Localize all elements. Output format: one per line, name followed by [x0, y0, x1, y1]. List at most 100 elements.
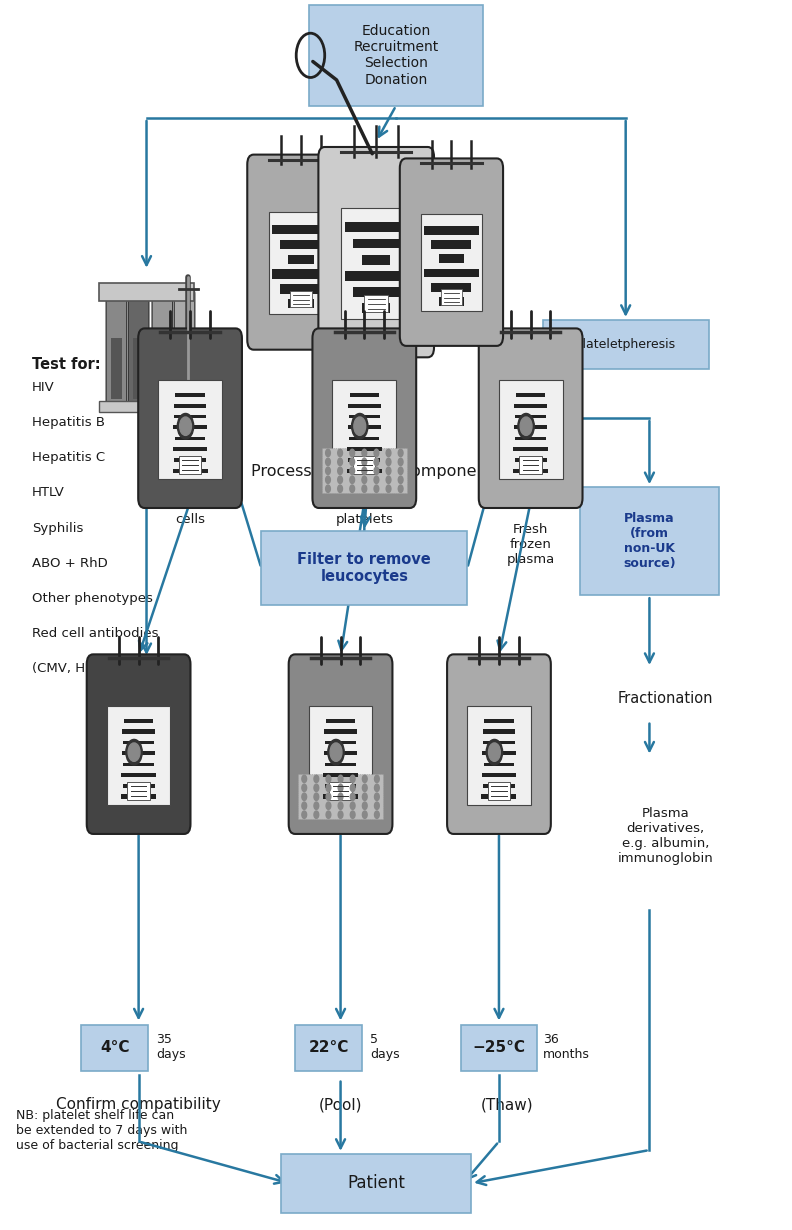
- Bar: [514, 426, 547, 429]
- Bar: [325, 740, 356, 744]
- Bar: [439, 298, 464, 306]
- Bar: [288, 299, 314, 309]
- Bar: [324, 752, 357, 755]
- Bar: [515, 415, 546, 418]
- FancyBboxPatch shape: [447, 654, 550, 834]
- Circle shape: [363, 811, 367, 818]
- FancyBboxPatch shape: [86, 654, 190, 834]
- Circle shape: [398, 485, 403, 492]
- Bar: [432, 240, 471, 248]
- Bar: [516, 437, 546, 440]
- FancyBboxPatch shape: [106, 289, 127, 410]
- Text: Test for:: Test for:: [32, 357, 101, 371]
- Text: 4°C: 4°C: [100, 1041, 130, 1055]
- Bar: [174, 458, 206, 462]
- Bar: [99, 283, 194, 301]
- Circle shape: [363, 785, 367, 792]
- Text: Patient: Patient: [347, 1175, 406, 1192]
- Text: Hepatitis C: Hepatitis C: [32, 451, 105, 465]
- Circle shape: [362, 467, 367, 475]
- Bar: [424, 268, 479, 278]
- Circle shape: [375, 802, 379, 809]
- Circle shape: [338, 775, 343, 782]
- FancyBboxPatch shape: [295, 1025, 363, 1071]
- Circle shape: [398, 467, 403, 475]
- Bar: [323, 795, 358, 800]
- FancyBboxPatch shape: [281, 1154, 471, 1213]
- Text: Plasma
(from
non-UK
source): Plasma (from non-UK source): [623, 512, 676, 571]
- Circle shape: [180, 417, 192, 435]
- Circle shape: [337, 485, 342, 492]
- Circle shape: [374, 449, 379, 456]
- Bar: [432, 283, 471, 292]
- Bar: [173, 469, 208, 474]
- Circle shape: [375, 775, 379, 782]
- Circle shape: [326, 459, 330, 466]
- Text: Confirm compatibility: Confirm compatibility: [56, 1097, 221, 1112]
- Circle shape: [362, 476, 367, 483]
- Circle shape: [177, 413, 194, 439]
- FancyBboxPatch shape: [128, 289, 149, 410]
- Text: Fractionation: Fractionation: [618, 691, 713, 706]
- Bar: [482, 795, 516, 800]
- Circle shape: [314, 811, 318, 818]
- Bar: [513, 446, 548, 451]
- Bar: [121, 772, 156, 777]
- Circle shape: [326, 785, 331, 792]
- Text: 36
months: 36 months: [543, 1033, 590, 1061]
- Bar: [158, 380, 222, 478]
- Circle shape: [330, 743, 342, 761]
- Text: Red
cells: Red cells: [175, 498, 205, 526]
- Circle shape: [302, 811, 307, 818]
- Circle shape: [326, 476, 330, 483]
- Bar: [280, 284, 322, 294]
- Text: Plateletpheresis: Plateletpheresis: [576, 338, 676, 351]
- Text: Fresh
frozen
plasma: Fresh frozen plasma: [507, 523, 554, 566]
- Bar: [268, 212, 333, 314]
- FancyBboxPatch shape: [318, 148, 434, 358]
- Bar: [111, 338, 122, 399]
- Circle shape: [338, 811, 343, 818]
- Bar: [326, 763, 356, 766]
- Circle shape: [362, 449, 367, 456]
- Bar: [513, 469, 548, 474]
- Bar: [484, 720, 514, 723]
- Bar: [133, 338, 144, 399]
- Bar: [298, 775, 383, 819]
- Text: Hepatitis B: Hepatitis B: [32, 417, 105, 429]
- Circle shape: [326, 793, 331, 801]
- Circle shape: [362, 485, 367, 492]
- Circle shape: [374, 467, 379, 475]
- Circle shape: [518, 413, 535, 439]
- FancyBboxPatch shape: [478, 328, 583, 508]
- Text: 5
days: 5 days: [370, 1033, 399, 1061]
- Circle shape: [386, 467, 391, 475]
- Circle shape: [338, 793, 343, 801]
- Circle shape: [486, 739, 503, 765]
- Circle shape: [375, 811, 379, 818]
- Bar: [515, 458, 546, 462]
- Circle shape: [338, 785, 343, 792]
- Text: HTLV: HTLV: [32, 487, 65, 499]
- Bar: [324, 729, 357, 733]
- Circle shape: [350, 467, 355, 475]
- Text: −25°C: −25°C: [473, 1041, 525, 1055]
- Bar: [341, 208, 411, 319]
- Bar: [349, 437, 379, 440]
- Bar: [173, 403, 207, 407]
- Circle shape: [302, 785, 307, 792]
- Circle shape: [328, 739, 345, 765]
- Bar: [347, 446, 382, 451]
- Bar: [326, 720, 356, 723]
- Bar: [290, 292, 312, 308]
- Bar: [309, 706, 372, 804]
- Bar: [488, 782, 510, 800]
- Bar: [157, 338, 168, 399]
- Bar: [482, 772, 516, 777]
- Circle shape: [314, 802, 318, 809]
- Circle shape: [338, 802, 343, 809]
- Bar: [272, 269, 330, 279]
- Bar: [439, 255, 464, 263]
- Circle shape: [489, 743, 501, 761]
- Bar: [499, 380, 562, 478]
